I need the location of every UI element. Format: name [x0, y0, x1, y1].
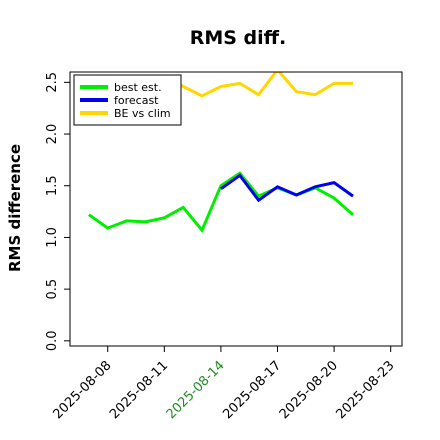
- legend-label: BE vs clim: [114, 107, 171, 120]
- chart-title: RMS diff.: [190, 27, 287, 49]
- x-tick-label: 2025-08-20: [277, 358, 341, 422]
- x-tick-label: 2025-08-17: [220, 358, 284, 422]
- x-tick-label: 2025-08-08: [51, 358, 115, 422]
- legend-label: forecast: [114, 94, 159, 107]
- plot-area: [88, 72, 354, 234]
- y-axis-label: RMS difference: [6, 144, 24, 272]
- series-group: [88, 72, 354, 234]
- y-tick-label: 2.0: [45, 124, 60, 145]
- legend-label: best est.: [114, 81, 162, 94]
- series-line-be-vs-clim: [163, 72, 353, 98]
- x-tick-label: 2025-08-11: [107, 358, 171, 422]
- y-tick-label: 0.0: [45, 330, 60, 351]
- series-line-best-est-: [88, 171, 354, 234]
- y-tick-label: 0.5: [45, 279, 60, 300]
- y-tick-label: 2.5: [45, 72, 60, 93]
- series-line-forecast: [220, 173, 354, 203]
- x-tick-label: 2025-08-23: [333, 358, 397, 422]
- y-tick-label: 1.0: [45, 227, 60, 248]
- plot-frame: [69, 71, 403, 347]
- y-tick-label: 1.5: [45, 175, 60, 196]
- x-tick-label: 2025-08-14: [164, 358, 228, 422]
